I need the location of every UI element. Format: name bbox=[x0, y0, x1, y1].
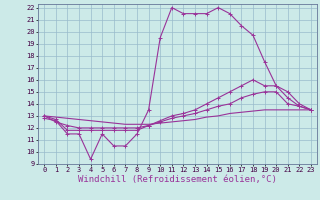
X-axis label: Windchill (Refroidissement éolien,°C): Windchill (Refroidissement éolien,°C) bbox=[78, 175, 277, 184]
